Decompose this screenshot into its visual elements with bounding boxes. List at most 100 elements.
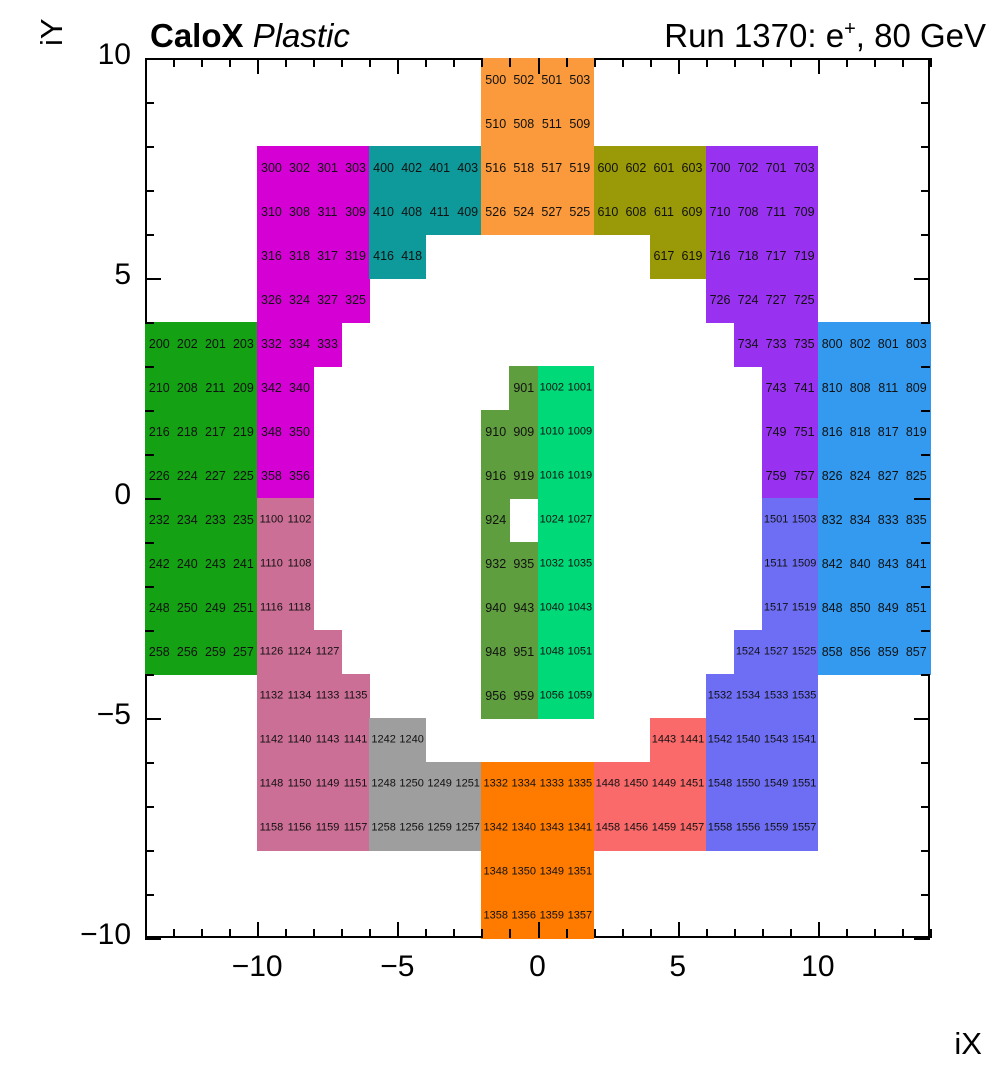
channel-cell[interactable]: 500 <box>481 58 511 103</box>
channel-cell[interactable]: 525 <box>565 190 595 235</box>
channel-cell[interactable]: 319 <box>341 234 370 279</box>
channel-cell[interactable]: 1116 <box>257 586 286 631</box>
channel-cell[interactable]: 1519 <box>789 586 819 631</box>
channel-cell[interactable]: 509 <box>565 102 595 147</box>
channel-cell[interactable]: 508 <box>509 102 539 147</box>
channel-cell[interactable]: 1056 <box>537 674 567 719</box>
channel-cell[interactable]: 1548 <box>705 762 735 807</box>
channel-cell[interactable]: 1059 <box>565 674 595 719</box>
channel-cell[interactable]: 856 <box>845 630 875 675</box>
channel-cell[interactable]: 726 <box>705 278 735 323</box>
channel-cell[interactable]: 1118 <box>285 586 314 631</box>
channel-cell[interactable]: 1142 <box>257 718 286 763</box>
channel-cell[interactable]: 1110 <box>257 542 286 587</box>
channel-cell[interactable]: 1334 <box>509 762 539 807</box>
channel-cell[interactable]: 200 <box>145 322 174 367</box>
channel-cell[interactable]: 408 <box>397 190 426 235</box>
channel-cell[interactable]: 1341 <box>565 806 595 851</box>
channel-cell[interactable]: 403 <box>453 146 483 191</box>
channel-cell[interactable]: 324 <box>285 278 314 323</box>
channel-cell[interactable]: 1350 <box>509 850 539 895</box>
channel-cell[interactable]: 527 <box>537 190 567 235</box>
channel-cell[interactable]: 402 <box>397 146 426 191</box>
channel-cell[interactable]: 1051 <box>565 630 595 675</box>
channel-cell[interactable]: 749 <box>761 410 791 455</box>
channel-cell[interactable]: 317 <box>313 234 342 279</box>
channel-cell[interactable]: 919 <box>509 454 539 499</box>
channel-cell[interactable]: 348 <box>257 410 286 455</box>
channel-cell[interactable]: 310 <box>257 190 286 235</box>
channel-cell[interactable]: 411 <box>425 190 454 235</box>
channel-cell[interactable]: 901 <box>509 366 539 411</box>
channel-cell[interactable]: 1148 <box>257 762 286 807</box>
channel-cell[interactable]: 733 <box>761 322 791 367</box>
channel-cell[interactable]: 601 <box>649 146 679 191</box>
channel-cell[interactable]: 1126 <box>257 630 286 675</box>
channel-cell[interactable]: 311 <box>313 190 342 235</box>
channel-cell[interactable]: 1132 <box>257 674 286 719</box>
channel-cell[interactable]: 1001 <box>565 366 595 411</box>
channel-cell[interactable]: 727 <box>761 278 791 323</box>
channel-cell[interactable]: 1140 <box>285 718 314 763</box>
channel-cell[interactable]: 233 <box>201 498 230 543</box>
channel-cell[interactable]: 1556 <box>733 806 763 851</box>
channel-cell[interactable]: 1150 <box>285 762 314 807</box>
channel-cell[interactable]: 1356 <box>509 894 539 939</box>
channel-cell[interactable]: 327 <box>313 278 342 323</box>
channel-cell[interactable]: 309 <box>341 190 370 235</box>
channel-cell[interactable]: 1348 <box>481 850 511 895</box>
channel-cell[interactable]: 734 <box>733 322 763 367</box>
channel-cell[interactable]: 410 <box>369 190 398 235</box>
channel-cell[interactable]: 759 <box>761 454 791 499</box>
channel-cell[interactable]: 602 <box>621 146 651 191</box>
channel-cell[interactable]: 724 <box>733 278 763 323</box>
channel-cell[interactable]: 849 <box>873 586 903 631</box>
channel-cell[interactable]: 843 <box>873 542 903 587</box>
channel-cell[interactable]: 833 <box>873 498 903 543</box>
channel-cell[interactable]: 1535 <box>789 674 819 719</box>
channel-cell[interactable]: 1551 <box>789 762 819 807</box>
channel-cell[interactable]: 711 <box>761 190 791 235</box>
channel-cell[interactable]: 1524 <box>733 630 763 675</box>
channel-cell[interactable]: 240 <box>173 542 202 587</box>
channel-cell[interactable]: 811 <box>873 366 903 411</box>
channel-cell[interactable]: 416 <box>369 234 398 279</box>
channel-cell[interactable]: 1448 <box>593 762 623 807</box>
channel-cell[interactable]: 256 <box>173 630 202 675</box>
channel-cell[interactable]: 501 <box>537 58 567 103</box>
channel-cell[interactable]: 326 <box>257 278 286 323</box>
channel-cell[interactable]: 818 <box>845 410 875 455</box>
channel-cell[interactable]: 940 <box>481 586 511 631</box>
channel-cell[interactable]: 1009 <box>565 410 595 455</box>
channel-cell[interactable]: 1359 <box>537 894 567 939</box>
channel-cell[interactable]: 1332 <box>481 762 511 807</box>
channel-cell[interactable]: 617 <box>649 234 679 279</box>
channel-cell[interactable]: 517 <box>537 146 567 191</box>
channel-cell[interactable]: 316 <box>257 234 286 279</box>
channel-cell[interactable]: 757 <box>789 454 819 499</box>
channel-cell[interactable]: 1449 <box>649 762 679 807</box>
channel-cell[interactable]: 718 <box>733 234 763 279</box>
channel-cell[interactable]: 1358 <box>481 894 511 939</box>
channel-cell[interactable]: 1256 <box>397 806 426 851</box>
channel-cell[interactable]: 1032 <box>537 542 567 587</box>
channel-cell[interactable]: 203 <box>229 322 258 367</box>
channel-cell[interactable]: 1335 <box>565 762 595 807</box>
channel-cell[interactable]: 518 <box>509 146 539 191</box>
channel-cell[interactable]: 232 <box>145 498 174 543</box>
channel-cell[interactable]: 510 <box>481 102 511 147</box>
channel-cell[interactable]: 832 <box>817 498 847 543</box>
channel-cell[interactable]: 526 <box>481 190 511 235</box>
channel-cell[interactable]: 703 <box>789 146 819 191</box>
channel-cell[interactable]: 242 <box>145 542 174 587</box>
channel-cell[interactable]: 225 <box>229 454 258 499</box>
channel-cell[interactable]: 333 <box>313 322 342 367</box>
channel-cell[interactable]: 1040 <box>537 586 567 631</box>
channel-cell[interactable]: 948 <box>481 630 511 675</box>
channel-cell[interactable]: 251 <box>229 586 258 631</box>
channel-cell[interactable]: 227 <box>201 454 230 499</box>
channel-cell[interactable]: 859 <box>873 630 903 675</box>
channel-cell[interactable]: 334 <box>285 322 314 367</box>
channel-cell[interactable]: 1010 <box>537 410 567 455</box>
channel-cell[interactable]: 202 <box>173 322 202 367</box>
